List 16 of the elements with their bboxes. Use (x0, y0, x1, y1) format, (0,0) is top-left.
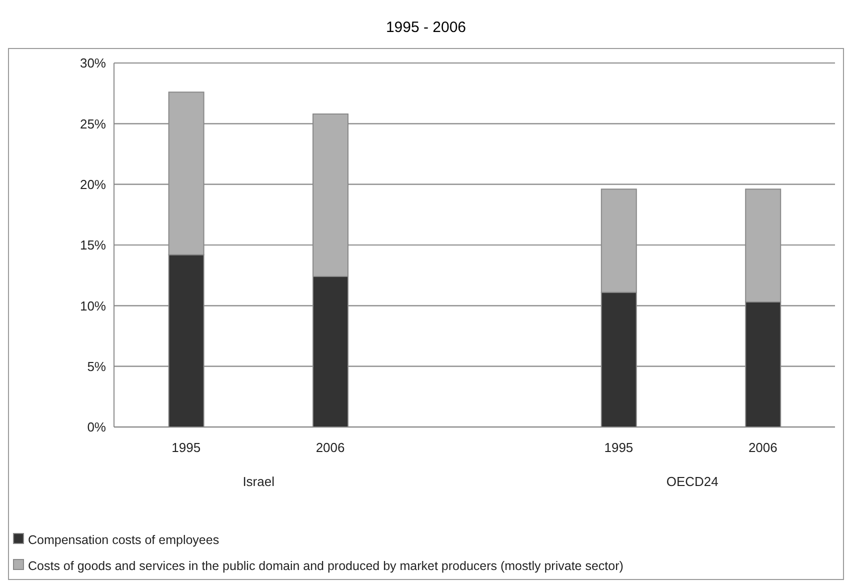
legend-label: Compensation costs of employees (27, 532, 220, 549)
text: Israel (242, 474, 276, 489)
y-tick-label: 10% (80, 298, 106, 314)
x-tick-label: 1995 (172, 440, 201, 456)
legend-label: Costs of goods and services in the public domain and produced by market producers (mostly private sector) (27, 558, 624, 575)
y-tick-label: 25% (80, 116, 106, 132)
y-tick-label: 20% (80, 176, 106, 192)
text: OECD24 (665, 474, 720, 489)
y-tick-label: 30% (80, 56, 106, 71)
x-tick-label: 2006 (316, 440, 345, 456)
x-tick-label: 1995 (604, 440, 634, 456)
y-tick-label: 5% (87, 358, 106, 374)
y-tick-label: 15% (80, 238, 106, 253)
y-tick-label: 0% (87, 420, 106, 435)
x-tick-label: 2006 (748, 440, 778, 456)
chart-title: 1995 - 2006 (384, 18, 468, 38)
